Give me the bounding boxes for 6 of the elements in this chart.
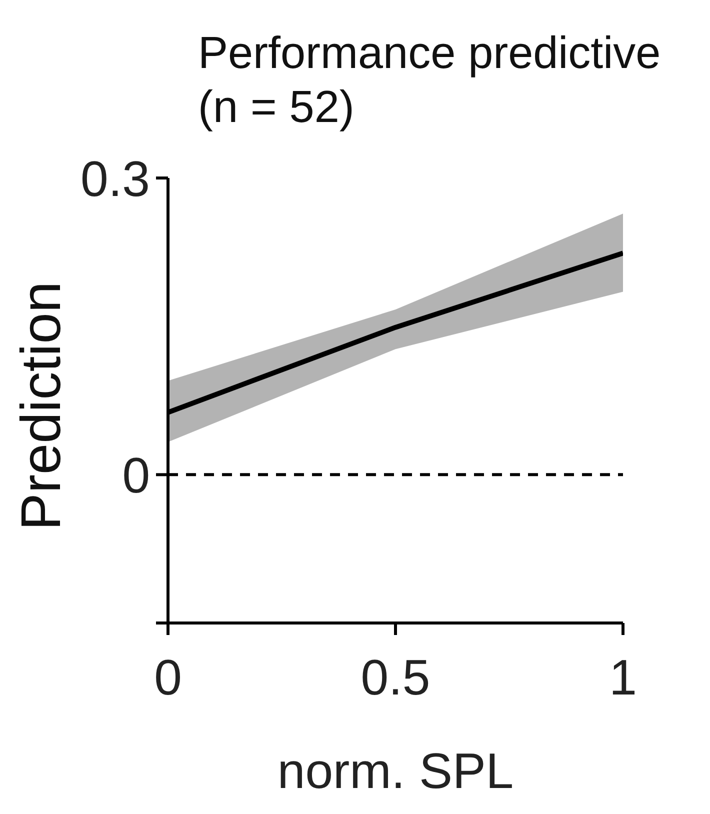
- x-axis-title: norm. SPL: [277, 743, 514, 799]
- y-axis-title: Prediction: [8, 281, 72, 530]
- x-tick-label: 0.5: [360, 650, 430, 706]
- y-tick-label: 0.3: [80, 150, 150, 207]
- chart-title: Performance predictive (n = 52): [198, 27, 661, 132]
- x-tick-label: 1: [609, 650, 637, 706]
